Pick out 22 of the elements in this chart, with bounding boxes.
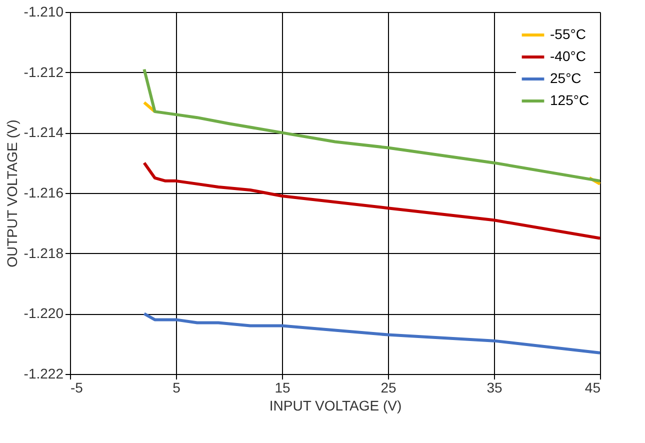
legend-label: 125°C	[550, 92, 590, 108]
x-tick-label: 25	[380, 380, 396, 396]
y-tick-label: -1.216	[24, 184, 64, 200]
x-tick-label: 15	[274, 380, 290, 396]
legend-label: -55°C	[550, 26, 586, 42]
y-tick-label: -1.210	[24, 4, 64, 20]
line-series	[142, 68, 602, 182]
legend-label: 25°C	[550, 70, 582, 86]
line-series	[142, 161, 602, 240]
x-tick-label: 45	[584, 380, 601, 396]
x-tick-label: -5	[70, 380, 84, 396]
legend-label: -40°C	[550, 48, 586, 64]
x-tick-label: 35	[486, 380, 502, 396]
x-axis-title: INPUT VOLTAGE (V)	[269, 398, 402, 414]
y-tick-label: -1.218	[24, 244, 64, 261]
y-tick-label: -1.212	[24, 64, 64, 80]
y-tick-label: -1.214	[24, 124, 64, 140]
y-tick-label: -1.222	[24, 366, 64, 382]
x-tick-label: 5	[172, 380, 181, 396]
y-axis-title: OUTPUT VOLTAGE (V)	[4, 120, 20, 268]
line-series	[142, 312, 602, 354]
y-tick-label: -1.220	[24, 305, 64, 322]
